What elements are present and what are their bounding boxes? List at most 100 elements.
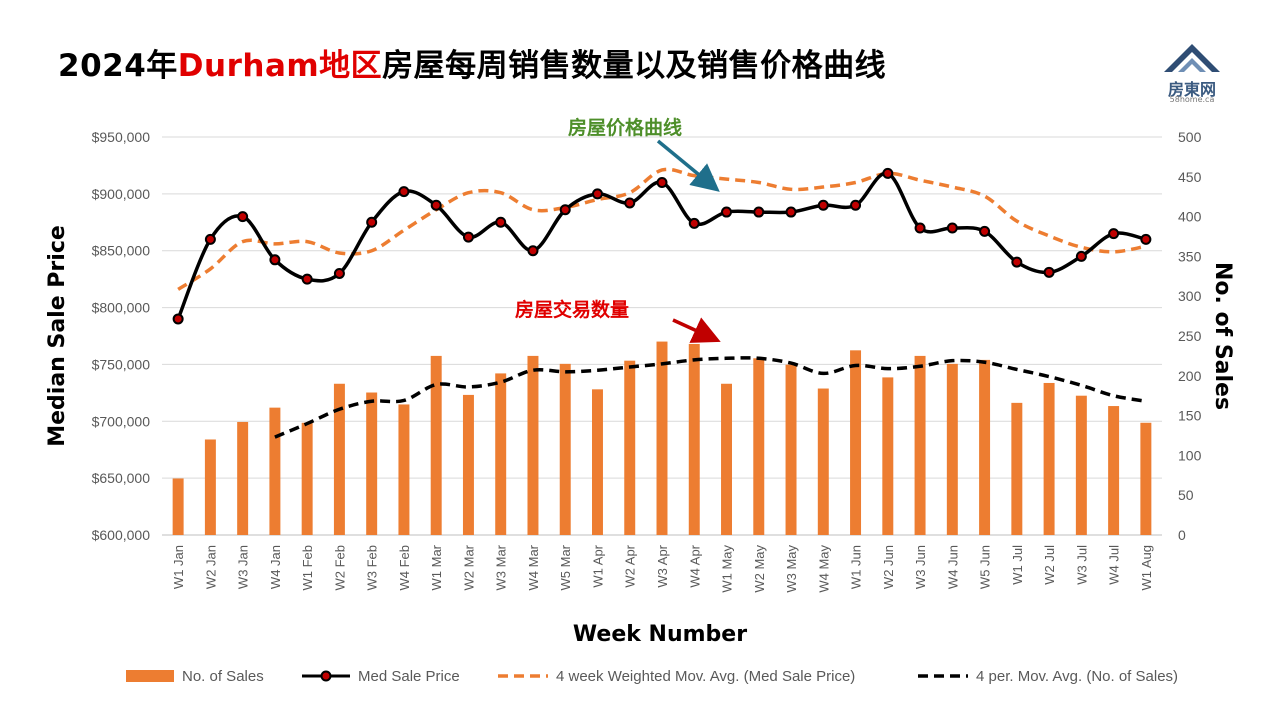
point-median-price [624, 197, 636, 209]
point-median-price [333, 267, 345, 279]
x-tick-label: W3 Jul [1074, 545, 1089, 585]
x-tick-label: W1 Aug [1139, 545, 1154, 591]
point-median-price [688, 217, 700, 229]
x-tick-label: W2 Apr [623, 544, 638, 587]
x-tick-label: W2 May [752, 545, 767, 593]
point-median-price [721, 206, 733, 218]
bar-sales [333, 383, 345, 535]
point-median-price [1075, 250, 1087, 262]
point-median-price [946, 222, 958, 234]
y-left-tick-label: $700,000 [92, 413, 151, 429]
bar-sales [1043, 382, 1055, 535]
point-median-price [301, 273, 313, 285]
title-prefix: 2024年 [58, 48, 178, 84]
y-axis-left-title: Median Sale Price [45, 225, 70, 447]
legend: No. of Sales Med Sale Price 4 week Weigh… [126, 668, 1178, 685]
y-left-tick-label: $900,000 [92, 186, 151, 202]
y-right-tick-label: 400 [1178, 209, 1202, 225]
legend-label-price-ma: 4 week Weighted Mov. Avg. (Med Sale Pric… [556, 668, 855, 685]
point-median-price [1108, 228, 1120, 240]
x-tick-label: W1 Mar [429, 544, 444, 590]
y-left-tick-label: $850,000 [92, 243, 151, 259]
x-tick-label: W2 Mar [461, 544, 476, 590]
y-right-tick-label: 350 [1178, 248, 1202, 264]
bar-sales [785, 364, 797, 535]
bar-sales [1075, 395, 1087, 535]
bar-sales [269, 407, 281, 535]
bar-sales [817, 388, 829, 535]
line-price-moving-average [177, 167, 1147, 291]
y-right-tick-label: 450 [1178, 169, 1202, 185]
y-right-tick-label: 200 [1178, 368, 1202, 384]
x-tick-label: W1 Jun [849, 545, 864, 589]
arrow-price-icon [656, 139, 720, 192]
x-tick-label: W4 Jul [1107, 545, 1122, 585]
x-tick-label: W5 Jun [978, 545, 993, 589]
point-median-price [850, 199, 862, 211]
y-right-tick-label: 250 [1178, 328, 1202, 344]
point-median-price [914, 222, 926, 234]
point-median-price [979, 225, 991, 237]
legend-label-sales: No. of Sales [182, 668, 264, 685]
point-median-price [462, 231, 474, 243]
arrow-sales-icon [672, 317, 721, 343]
y-left-tick-label: $950,000 [92, 129, 151, 145]
point-median-price [495, 216, 507, 228]
y-axis-left: $600,000 $650,000 $700,000 $750,000 $800,000… [92, 129, 151, 543]
x-tick-label: W2 Jan [203, 545, 218, 589]
x-tick-label: W2 Jun [881, 545, 896, 589]
point-median-price [753, 206, 765, 218]
x-tick-label: W1 Feb [300, 545, 315, 591]
point-median-price [366, 216, 378, 228]
y-right-tick-label: 300 [1178, 288, 1202, 304]
bar-sales [366, 392, 378, 535]
x-tick-label: W1 May [720, 545, 735, 593]
bar-sales [946, 363, 958, 535]
legend-label-price: Med Sale Price [358, 668, 460, 685]
point-median-price [398, 186, 410, 198]
sales-bars [172, 341, 1152, 535]
x-tick-label: W4 May [816, 545, 831, 593]
x-tick-label: W3 Jan [236, 545, 251, 589]
legend-marker-price [320, 670, 332, 682]
y-left-tick-label: $750,000 [92, 356, 151, 372]
point-median-price [269, 254, 281, 266]
series-lines [172, 167, 1152, 439]
bar-sales [1140, 422, 1152, 535]
x-tick-label: W1 Apr [590, 544, 605, 587]
bar-sales [914, 355, 926, 535]
bar-sales [172, 478, 184, 535]
bar-sales [882, 377, 894, 535]
bar-sales [559, 363, 571, 535]
y-right-tick-label: 150 [1178, 408, 1202, 424]
x-tick-label: W3 May [784, 545, 799, 593]
x-tick-label: W1 Jan [171, 545, 186, 589]
x-tick-label: W3 Jun [913, 545, 928, 589]
bar-sales [850, 350, 862, 535]
y-left-tick-label: $800,000 [92, 300, 151, 316]
y-left-tick-label: $650,000 [92, 470, 151, 486]
x-axis: W1 Jan W2 Jan W3 Jan W4 Jan W1 Feb W2 Feb W3 F… [171, 544, 1154, 592]
bar-sales [979, 359, 991, 535]
x-tick-label: W2 Feb [332, 545, 347, 591]
annotation-price-curve: 房屋价格曲线 [568, 116, 682, 139]
bar-sales [592, 389, 603, 535]
bar-sales [204, 439, 216, 535]
bar-sales [398, 404, 410, 535]
point-median-price [237, 211, 249, 223]
x-tick-label: W1 Jul [1010, 545, 1025, 585]
annotation-sales-count: 房屋交易数量 [515, 298, 629, 321]
point-median-price [1043, 266, 1055, 278]
legend-label-sales-ma: 4 per. Mov. Avg. (No. of Sales) [976, 668, 1178, 685]
x-tick-label: W3 Apr [655, 544, 670, 587]
x-tick-label: W4 Feb [397, 545, 412, 591]
logo-url: 58home.ca [1169, 95, 1215, 104]
point-median-price [204, 233, 216, 245]
bar-sales [1011, 402, 1023, 535]
x-tick-label: W4 Mar [526, 544, 541, 590]
bar-sales [301, 422, 313, 535]
bar-sales [753, 358, 765, 535]
bar-sales [462, 394, 474, 535]
point-median-price [1011, 256, 1023, 268]
